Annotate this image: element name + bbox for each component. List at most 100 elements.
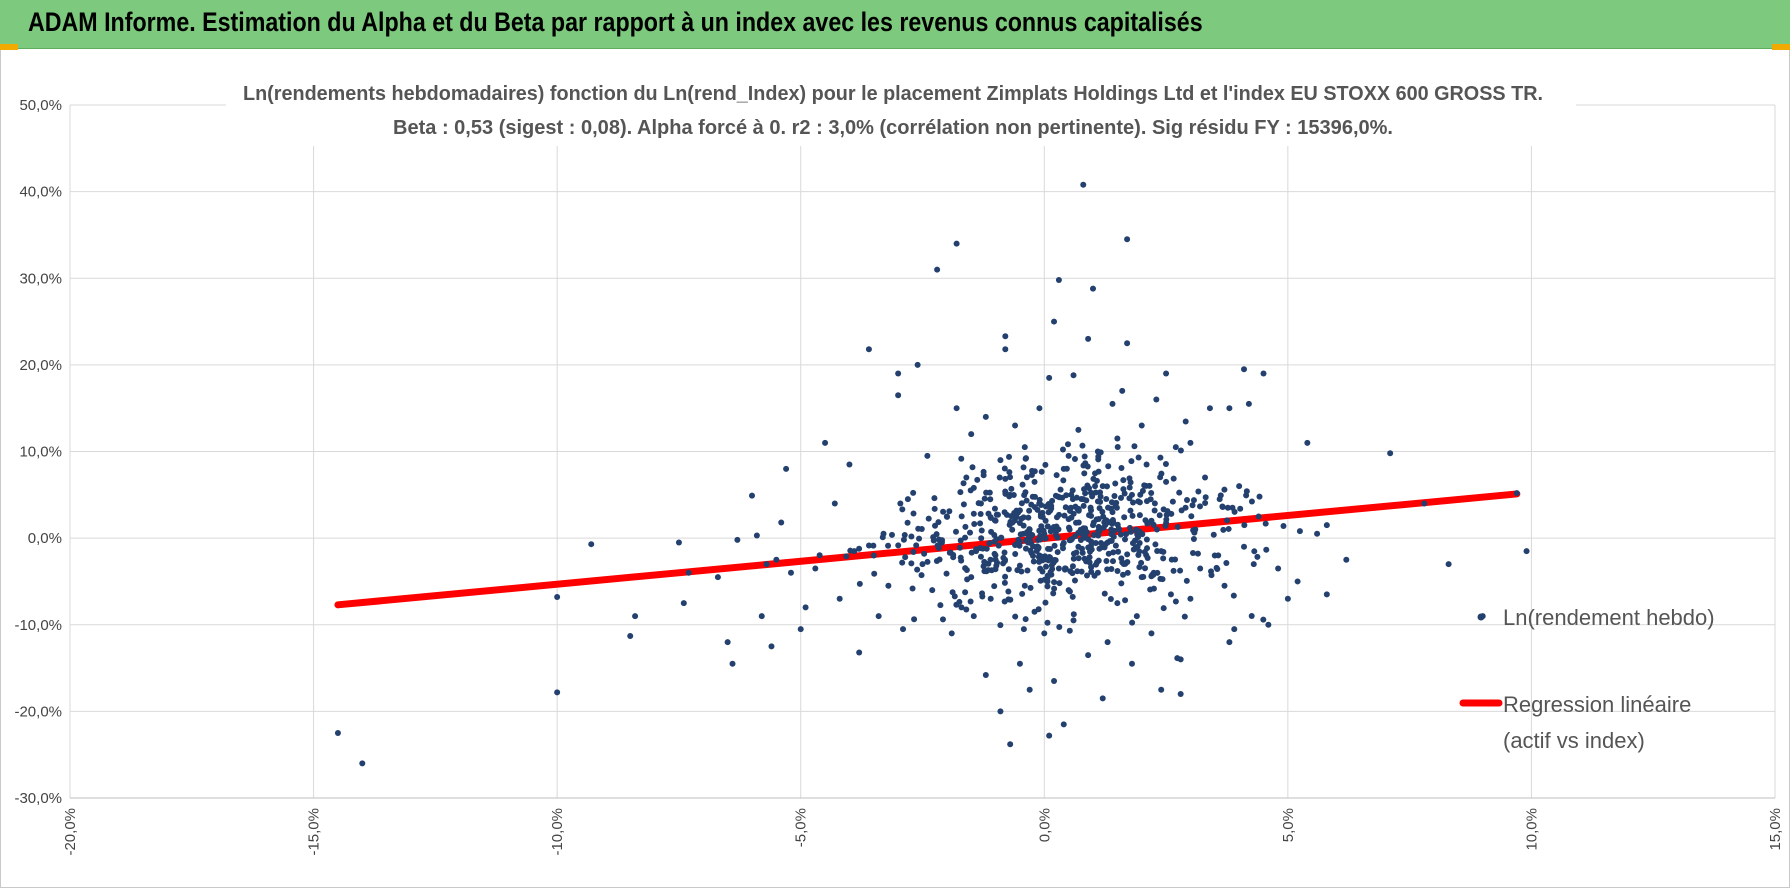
data-point	[1080, 502, 1087, 509]
data-point	[1077, 537, 1084, 544]
data-point	[783, 465, 790, 472]
data-point	[1136, 528, 1143, 535]
data-point	[1016, 539, 1023, 546]
data-point	[950, 554, 957, 561]
data-point	[1066, 627, 1073, 634]
data-point	[1105, 550, 1112, 557]
data-point	[1036, 558, 1043, 565]
data-point	[1130, 499, 1137, 506]
regression-line	[334, 490, 1521, 609]
legend-label-regression-line2: (actif vs index)	[1503, 728, 1645, 753]
data-point	[1226, 639, 1233, 646]
data-point	[1157, 454, 1164, 461]
data-point	[1023, 497, 1030, 504]
data-point	[982, 671, 989, 678]
data-point	[1154, 548, 1161, 555]
data-point	[1012, 422, 1019, 429]
data-point	[1191, 529, 1198, 536]
points-layer	[334, 181, 1530, 767]
data-point	[1174, 655, 1181, 662]
axis-label-layer: -30,0%-20,0%-10,0%0,0%10,0%20,0%30,0%40,…	[14, 97, 1784, 856]
data-point	[588, 541, 595, 548]
data-point	[1007, 741, 1014, 748]
data-point	[1071, 456, 1078, 463]
data-point	[1174, 524, 1181, 531]
data-point	[1044, 523, 1051, 530]
data-point	[914, 566, 921, 573]
data-point	[1523, 548, 1530, 555]
data-point	[958, 455, 965, 462]
data-point	[1110, 518, 1117, 525]
data-point	[1045, 509, 1052, 516]
data-point	[1035, 545, 1042, 552]
data-point	[1304, 439, 1311, 446]
data-point	[949, 589, 956, 596]
data-point	[1314, 530, 1321, 537]
data-point	[1128, 660, 1135, 667]
data-point	[1005, 588, 1012, 595]
data-point	[962, 523, 969, 530]
data-point	[1030, 552, 1037, 559]
data-point	[1051, 542, 1058, 549]
data-point	[1202, 499, 1209, 506]
data-point	[1116, 526, 1123, 533]
grid-layer	[69, 104, 1776, 799]
data-point	[1101, 590, 1108, 597]
data-point	[895, 370, 902, 377]
data-point	[991, 583, 998, 590]
data-point	[1086, 554, 1093, 561]
data-point	[962, 589, 969, 596]
data-point	[952, 528, 959, 535]
data-point	[1127, 528, 1134, 535]
data-point	[627, 633, 634, 640]
data-point	[1073, 549, 1080, 556]
data-point	[1070, 555, 1077, 562]
data-point	[1114, 435, 1121, 442]
data-point	[957, 537, 964, 544]
data-point	[1022, 545, 1029, 552]
data-point	[1088, 563, 1095, 570]
data-point	[1160, 555, 1167, 562]
data-point	[1051, 318, 1058, 325]
data-point	[714, 574, 721, 581]
data-point	[1445, 561, 1452, 568]
data-point	[1197, 565, 1204, 572]
regression-layer	[334, 490, 1521, 609]
data-point	[1074, 568, 1081, 575]
data-point	[1112, 542, 1119, 549]
data-point	[943, 570, 950, 577]
data-point	[913, 542, 920, 549]
data-point	[1068, 514, 1075, 521]
data-point	[1124, 569, 1131, 576]
data-point	[978, 527, 985, 534]
data-point	[1020, 626, 1027, 633]
data-point	[931, 505, 938, 512]
data-point	[1236, 483, 1243, 490]
data-point	[925, 515, 932, 522]
data-point	[1103, 495, 1110, 502]
data-point	[899, 506, 906, 513]
data-point	[1223, 560, 1230, 567]
data-point	[1063, 492, 1070, 499]
data-point	[856, 545, 863, 552]
data-point	[1118, 465, 1125, 472]
data-point	[1024, 529, 1031, 536]
data-point	[1090, 532, 1097, 539]
data-point	[1104, 639, 1111, 646]
data-point	[1206, 405, 1213, 412]
data-point	[1082, 460, 1089, 467]
data-point	[924, 558, 931, 565]
y-tick-label: -10,0%	[14, 617, 62, 634]
data-point	[900, 536, 907, 543]
legend-label-scatter: Ln(rendement hebdo)	[1503, 605, 1715, 630]
data-point	[1189, 502, 1196, 509]
data-point	[969, 464, 976, 471]
data-point	[812, 565, 819, 572]
data-point	[1108, 526, 1115, 533]
data-point	[1055, 565, 1062, 572]
data-point	[1069, 496, 1076, 503]
data-point	[1167, 591, 1174, 598]
y-tick-label: 20,0%	[19, 357, 62, 374]
data-point	[334, 730, 341, 737]
data-point	[902, 554, 909, 561]
